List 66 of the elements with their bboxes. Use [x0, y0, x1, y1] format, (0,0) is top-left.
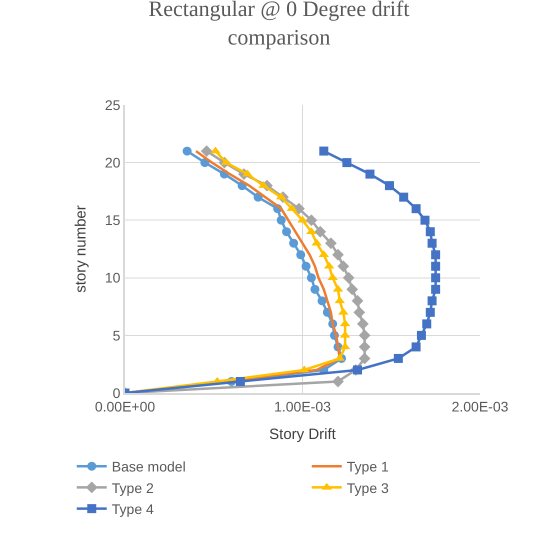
point: [420, 216, 430, 225]
y-tick-label: 0: [112, 384, 121, 401]
point: [314, 226, 326, 238]
point: [353, 306, 366, 318]
point: [431, 262, 440, 271]
point: [426, 308, 435, 317]
point: [365, 170, 374, 179]
point: [358, 330, 370, 342]
point: [334, 354, 345, 361]
point: [346, 283, 358, 296]
y-tick-label: 20: [104, 154, 121, 170]
point: [384, 181, 394, 190]
point: [182, 146, 192, 156]
point: [334, 296, 345, 304]
legend-label: Base model: [112, 458, 186, 475]
point: [306, 273, 316, 282]
point: [412, 204, 421, 214]
point: [318, 296, 327, 306]
point: [302, 262, 311, 271]
point: [310, 284, 320, 294]
point: [342, 272, 354, 284]
point: [412, 342, 421, 352]
x-tick-label: 0.00E+00: [94, 398, 156, 415]
point: [394, 354, 403, 363]
point: [428, 238, 437, 248]
point: [236, 376, 245, 386]
legend-label: Type 4: [112, 501, 154, 518]
y-tick-label: 10: [104, 270, 121, 286]
y-tick-label: 5: [112, 327, 121, 344]
point: [306, 214, 318, 226]
point: [325, 237, 337, 250]
point: [416, 330, 426, 340]
point: [431, 273, 440, 282]
x-tick-label: 2.00E-03: [452, 398, 509, 415]
point: [318, 250, 329, 258]
point: [276, 216, 286, 225]
point: [299, 365, 310, 372]
x-tick-label: 1.00E-03: [274, 398, 332, 415]
x-axis-title: Story Drift: [269, 426, 337, 444]
legend-label: Type 3: [346, 480, 389, 496]
point: [428, 296, 437, 306]
point: [426, 227, 435, 236]
point: [332, 248, 344, 261]
point: [358, 352, 370, 364]
point: [431, 250, 440, 260]
point: [319, 146, 328, 156]
point: [200, 145, 212, 157]
legend-label: Type 1: [346, 458, 389, 475]
point: [399, 192, 408, 202]
y-axis-title: story number: [72, 205, 90, 293]
legend-label: Type 2: [112, 480, 154, 496]
point: [352, 294, 364, 307]
point: [422, 319, 432, 328]
point: [282, 227, 292, 236]
point: [357, 318, 369, 330]
point: [358, 341, 370, 353]
point: [431, 284, 440, 294]
y-tick-label: 25: [104, 96, 121, 113]
point: [296, 250, 306, 260]
y-tick-label: 15: [104, 212, 121, 228]
point: [337, 260, 350, 272]
point: [353, 365, 362, 374]
chart-title: Rectangular @ 0 Degree drift comparison: [148, 0, 410, 50]
point: [289, 238, 298, 248]
point: [332, 376, 344, 388]
point: [342, 158, 352, 168]
